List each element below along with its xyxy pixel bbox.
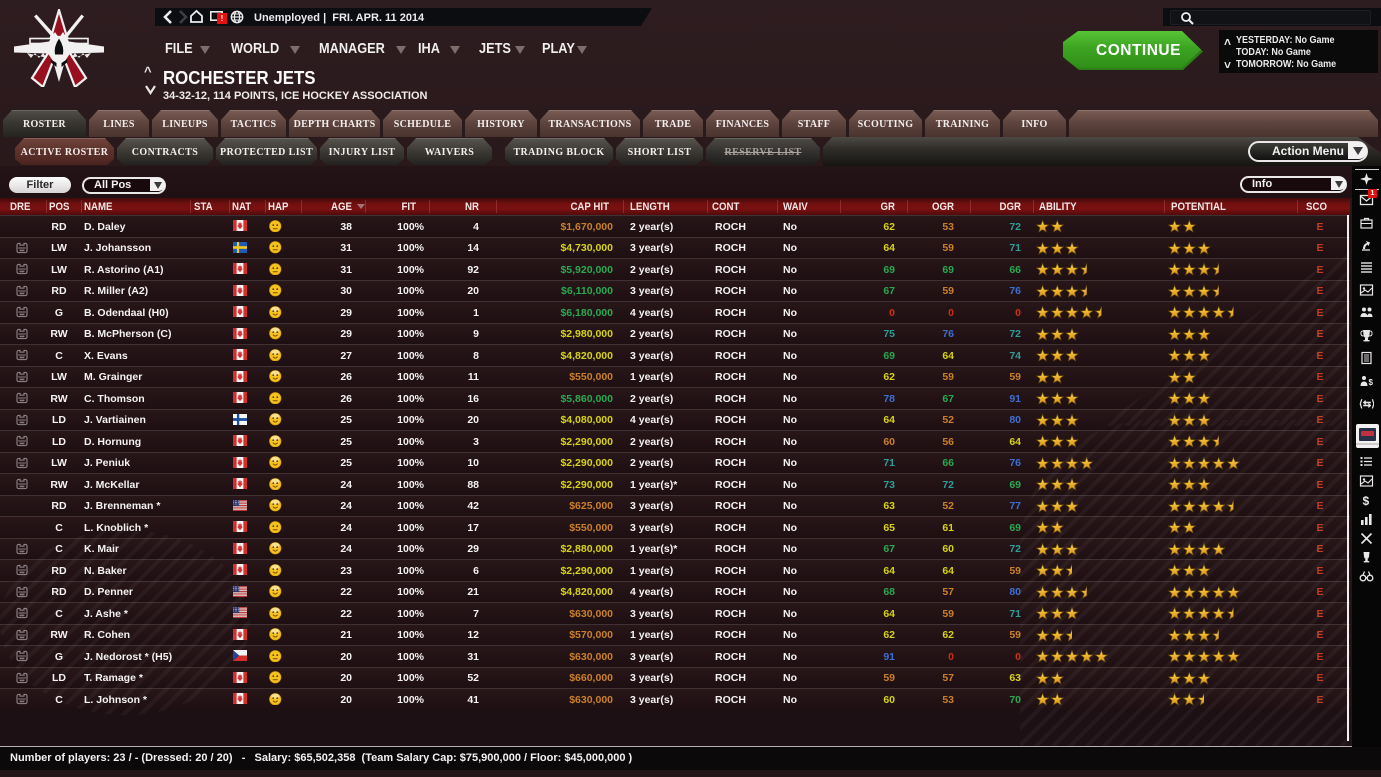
svg-text:$: $ bbox=[1369, 378, 1374, 387]
svg-text:⟨⇆⟩: ⟨⇆⟩ bbox=[1359, 399, 1374, 410]
svg-text:$: $ bbox=[1363, 494, 1370, 507]
